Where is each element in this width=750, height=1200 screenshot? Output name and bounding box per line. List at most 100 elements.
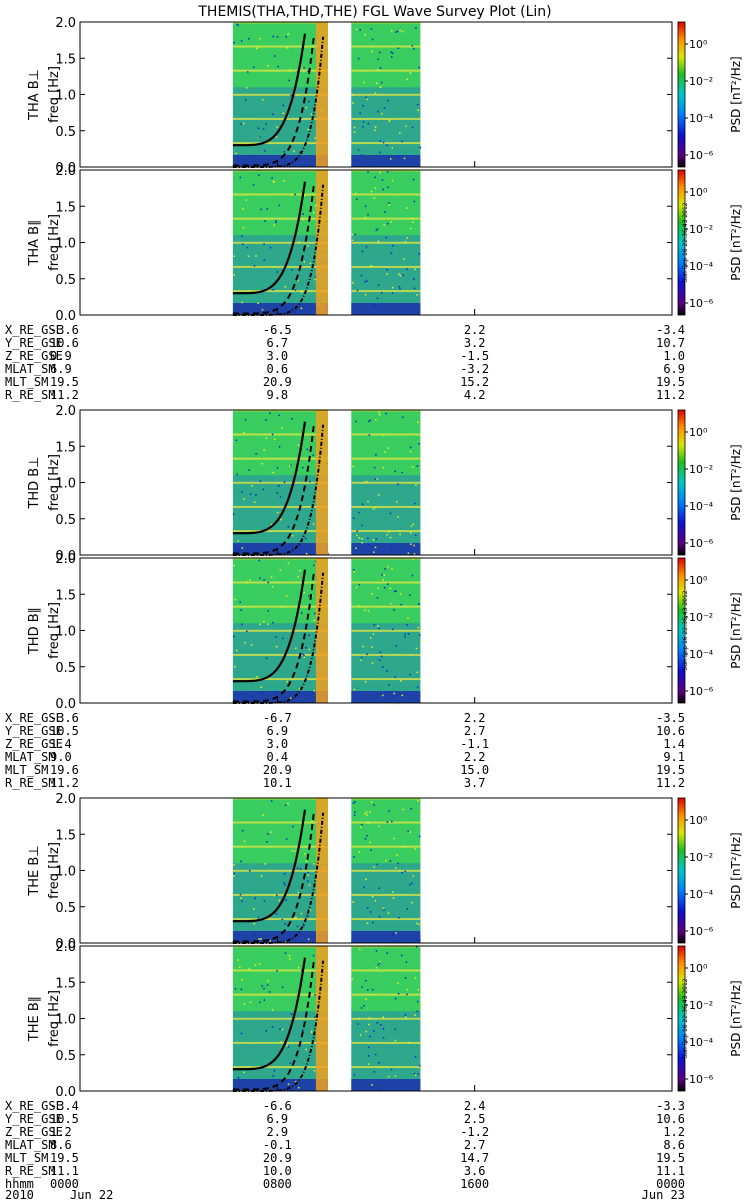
spectrogram-speckle [257, 127, 260, 129]
spectrogram-speckle [356, 198, 358, 200]
spectrogram-lowband [351, 475, 421, 555]
ephemeris-value: 6.9 [663, 362, 685, 376]
spectrogram-speckle [391, 820, 393, 823]
spectrogram-speckle [379, 961, 381, 963]
spectrogram-speckle [240, 897, 242, 899]
spectrogram-speckle [413, 544, 415, 547]
spectrogram-speckle [244, 418, 247, 421]
harmonic-band [351, 993, 421, 996]
spectrogram-speckle [278, 446, 281, 448]
spectrogram-speckle [269, 412, 271, 414]
spectrogram-baseband [351, 543, 421, 555]
ephemeris-value: 11.2 [656, 776, 685, 790]
spectrogram-speckle [272, 1074, 275, 1077]
ephemeris-value: 19.5 [656, 1151, 685, 1165]
spectrogram-speckle [303, 853, 306, 855]
y-tick-label: 1.5 [55, 828, 76, 843]
spectrogram-speckle [293, 917, 296, 919]
spectrogram-speckle [371, 988, 374, 991]
spectrogram-speckle [376, 68, 379, 71]
ephemeris-value: 20.9 [263, 375, 292, 389]
spectrogram-baseband [351, 931, 421, 943]
spectrogram-speckle [404, 1016, 407, 1019]
spectrogram-speckle [419, 634, 421, 636]
spectrogram-speckle [406, 908, 409, 910]
fce-curve-line [232, 957, 307, 1071]
ephemeris-value: 19.6 [50, 763, 79, 777]
spectrogram-speckle [386, 670, 388, 672]
spectrogram-speckle [264, 863, 266, 865]
spectrogram-speckle [408, 551, 411, 553]
spectrogram-speckle [370, 190, 373, 193]
spectrogram-panel-the-par: 2.0 1.5 1.0 0.5 0.0 THE B∥ freq [Hz] 10⁰ 10⁻² 10⁻… [27, 940, 743, 1100]
spectrogram-speckle [401, 471, 403, 474]
harmonic-band [232, 969, 328, 972]
spectrogram-speckle [283, 150, 286, 153]
spectrogram-speckle [276, 970, 278, 972]
spectrogram-speckle [401, 871, 404, 874]
y-tick-label: 0.5 [55, 273, 76, 288]
spectrogram-speckle [312, 523, 315, 525]
colorbar-tick-label: 10⁻⁴ [689, 648, 714, 661]
spectrogram-speckle [313, 689, 316, 692]
spectrogram-speckle [379, 67, 382, 69]
spectrogram-speckle [396, 982, 399, 985]
spectrogram-speckle [358, 583, 361, 586]
ephemeris-value: 15.0 [460, 763, 489, 777]
spectrogram-speckle [273, 224, 276, 226]
spectrogram-speckle [259, 1001, 261, 1004]
ephemeris-value: 6.9 [50, 362, 72, 376]
spectrogram-speckle [365, 811, 368, 813]
spectrogram-speckle [298, 544, 301, 547]
spectrogram-speckle [261, 462, 263, 465]
spectrogram-speckle [327, 985, 329, 987]
spectrogram-speckle [369, 637, 372, 639]
spectrogram-speckle [353, 126, 356, 129]
spectrogram-speckle [253, 908, 255, 910]
spectrogram-speckle [370, 1086, 372, 1089]
spectrogram-speckle [374, 187, 376, 189]
spectrogram-speckle [235, 152, 237, 154]
ephemeris-value: 20.9 [263, 1151, 292, 1165]
harmonic-band [232, 1066, 328, 1069]
spectrogram-speckle [360, 274, 363, 277]
spectrogram-speckle [236, 23, 238, 26]
spectrogram-speckle [241, 623, 243, 626]
spectrogram-speckle [358, 511, 360, 514]
harmonic-band [351, 821, 421, 824]
spectrogram-speckle [248, 38, 250, 40]
spectrogram-speckle [364, 838, 367, 840]
ephemeris-value: -6.7 [263, 711, 292, 725]
high-power-strip [315, 558, 328, 703]
spectrogram-speckle [255, 47, 258, 50]
spectrogram-speckle [393, 547, 395, 549]
y-tick-label: 0.0 [55, 1085, 76, 1100]
spectrogram-speckle [293, 150, 295, 153]
spectrogram-speckle [401, 416, 404, 418]
spectrogram-speckle [296, 94, 299, 97]
ephemeris-value: -3.2 [460, 362, 489, 376]
harmonic-band [232, 433, 328, 436]
harmonic-band [351, 969, 421, 972]
spectrogram-speckle [390, 1068, 393, 1071]
ephemeris-label: Y_RE_GSE [5, 336, 63, 350]
spectrogram-speckle [356, 534, 358, 537]
harmonic-band [232, 629, 328, 632]
spectrogram-speckle [296, 925, 299, 928]
y-tick-label: 0.0 [55, 549, 76, 564]
spectrogram-speckle [382, 907, 385, 909]
spectrogram-speckle [297, 279, 299, 282]
spectrogram-speckle [273, 181, 275, 183]
time-tick-label: 1600 [460, 1177, 489, 1191]
spectrogram-speckle [405, 961, 408, 963]
spectrogram-speckle [290, 94, 292, 96]
spectrogram-speckle [374, 478, 377, 481]
spectrogram-speckle [301, 612, 303, 614]
y-tick-label: 1.5 [55, 976, 76, 991]
spectrogram-speckle [307, 245, 309, 247]
spectrogram-speckle [272, 288, 275, 291]
spectrogram-speckle [398, 156, 400, 159]
spectrogram-speckle [256, 676, 258, 678]
spectrogram-speckle [404, 977, 407, 979]
spectrogram-speckle [366, 922, 369, 924]
